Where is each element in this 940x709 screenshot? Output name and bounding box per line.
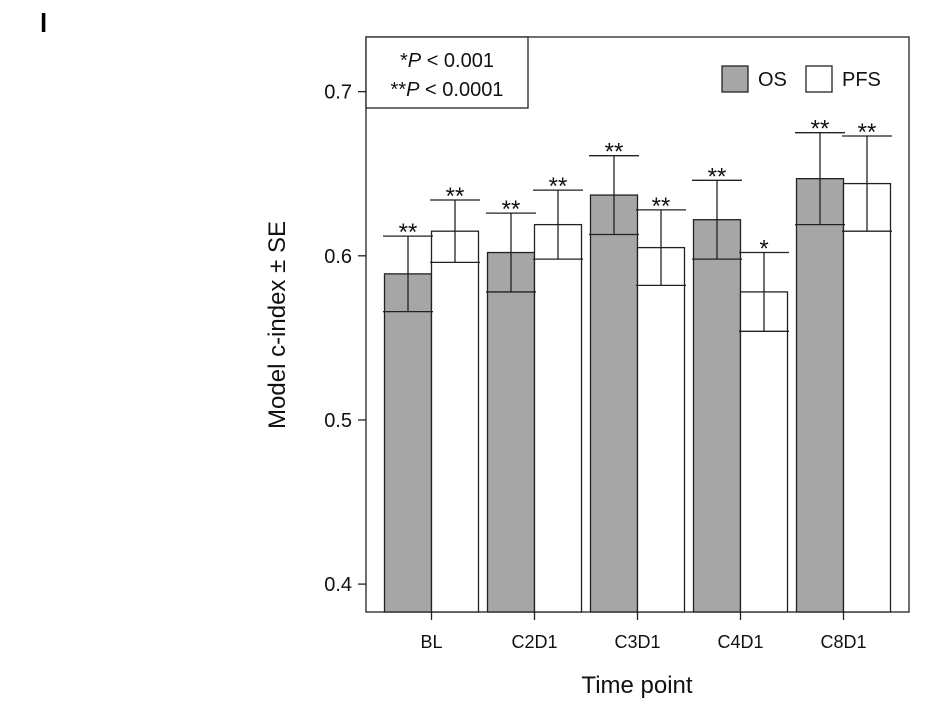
bar-pfs-c3d1 [636,246,686,613]
significance-os-bl: ** [399,219,418,246]
legend: OS PFS [721,65,881,93]
x-tick-label-c3d1: C3D1 [614,632,660,652]
bar-pfs-bl [430,230,480,613]
y-tick-label-0.7: 0.7 [324,82,352,104]
pvalue-line-2-rest: < 0.0001 [419,79,503,101]
pvalue-box [365,36,529,109]
pvalue-line-1-stars: * [400,50,408,72]
pvalue-line-2-p: P [406,79,420,101]
pvalue-line-2-stars: ** [391,79,407,101]
pvalue-line-2: **P < 0.0001 [391,79,504,101]
panel-letter: l [40,8,48,38]
significance-layer: **** ************* ** [399,116,877,263]
y-axis-label: Model c-index ± SE [264,221,291,429]
significance-os-c8d1: ** [811,116,830,143]
significance-pfs-c8d1: ** [858,119,877,146]
x-axis: BL C2D1 C3D1 C4D1 C8D1 [420,612,867,652]
y-tick-label-0.4: 0.4 [324,574,352,596]
bars-layer [383,178,892,613]
bar-pfs-c2d1 [533,223,583,613]
error-bars-layer [383,132,892,332]
significance-pfs-bl: ** [446,183,465,210]
bar-os-c2d1 [486,251,536,613]
bar-os-c8d1 [795,178,845,613]
y-axis: 0.4 0.5 0.6 0.7 [324,82,366,596]
y-tick-label-0.6: 0.6 [324,246,352,268]
significance-pfs-c4d1: * [759,236,768,263]
significance-pfs-c2d1: ** [549,173,568,200]
bar-os-bl [383,273,433,613]
bar-pfs-c8d1 [842,182,892,613]
significance-os-c3d1: ** [605,139,624,166]
pvalue-line-1-rest: < 0.001 [421,50,494,72]
x-tick-label-c2d1: C2D1 [511,632,557,652]
bar-os-c4d1 [692,219,742,613]
y-tick-label-0.5: 0.5 [324,410,352,432]
x-tick-label-c8d1: C8D1 [820,632,866,652]
pvalue-line-1: *P < 0.001 [400,50,494,72]
bar-os-c3d1 [589,194,639,613]
significance-os-c2d1: ** [502,196,521,223]
bar-pfs-c4d1 [739,291,789,613]
x-tick-label-c4d1: C4D1 [717,632,763,652]
legend-label-pfs: PFS [842,69,881,91]
x-axis-label: Time point [581,672,692,699]
x-tick-label-bl: BL [420,632,442,652]
significance-pfs-c3d1: ** [652,193,671,220]
pvalue-line-1-p: P [408,50,422,72]
legend-label-os: OS [758,69,787,91]
legend-swatch-pfs [805,65,833,93]
legend-swatch-os [721,65,749,93]
significance-os-c4d1: ** [708,163,727,190]
